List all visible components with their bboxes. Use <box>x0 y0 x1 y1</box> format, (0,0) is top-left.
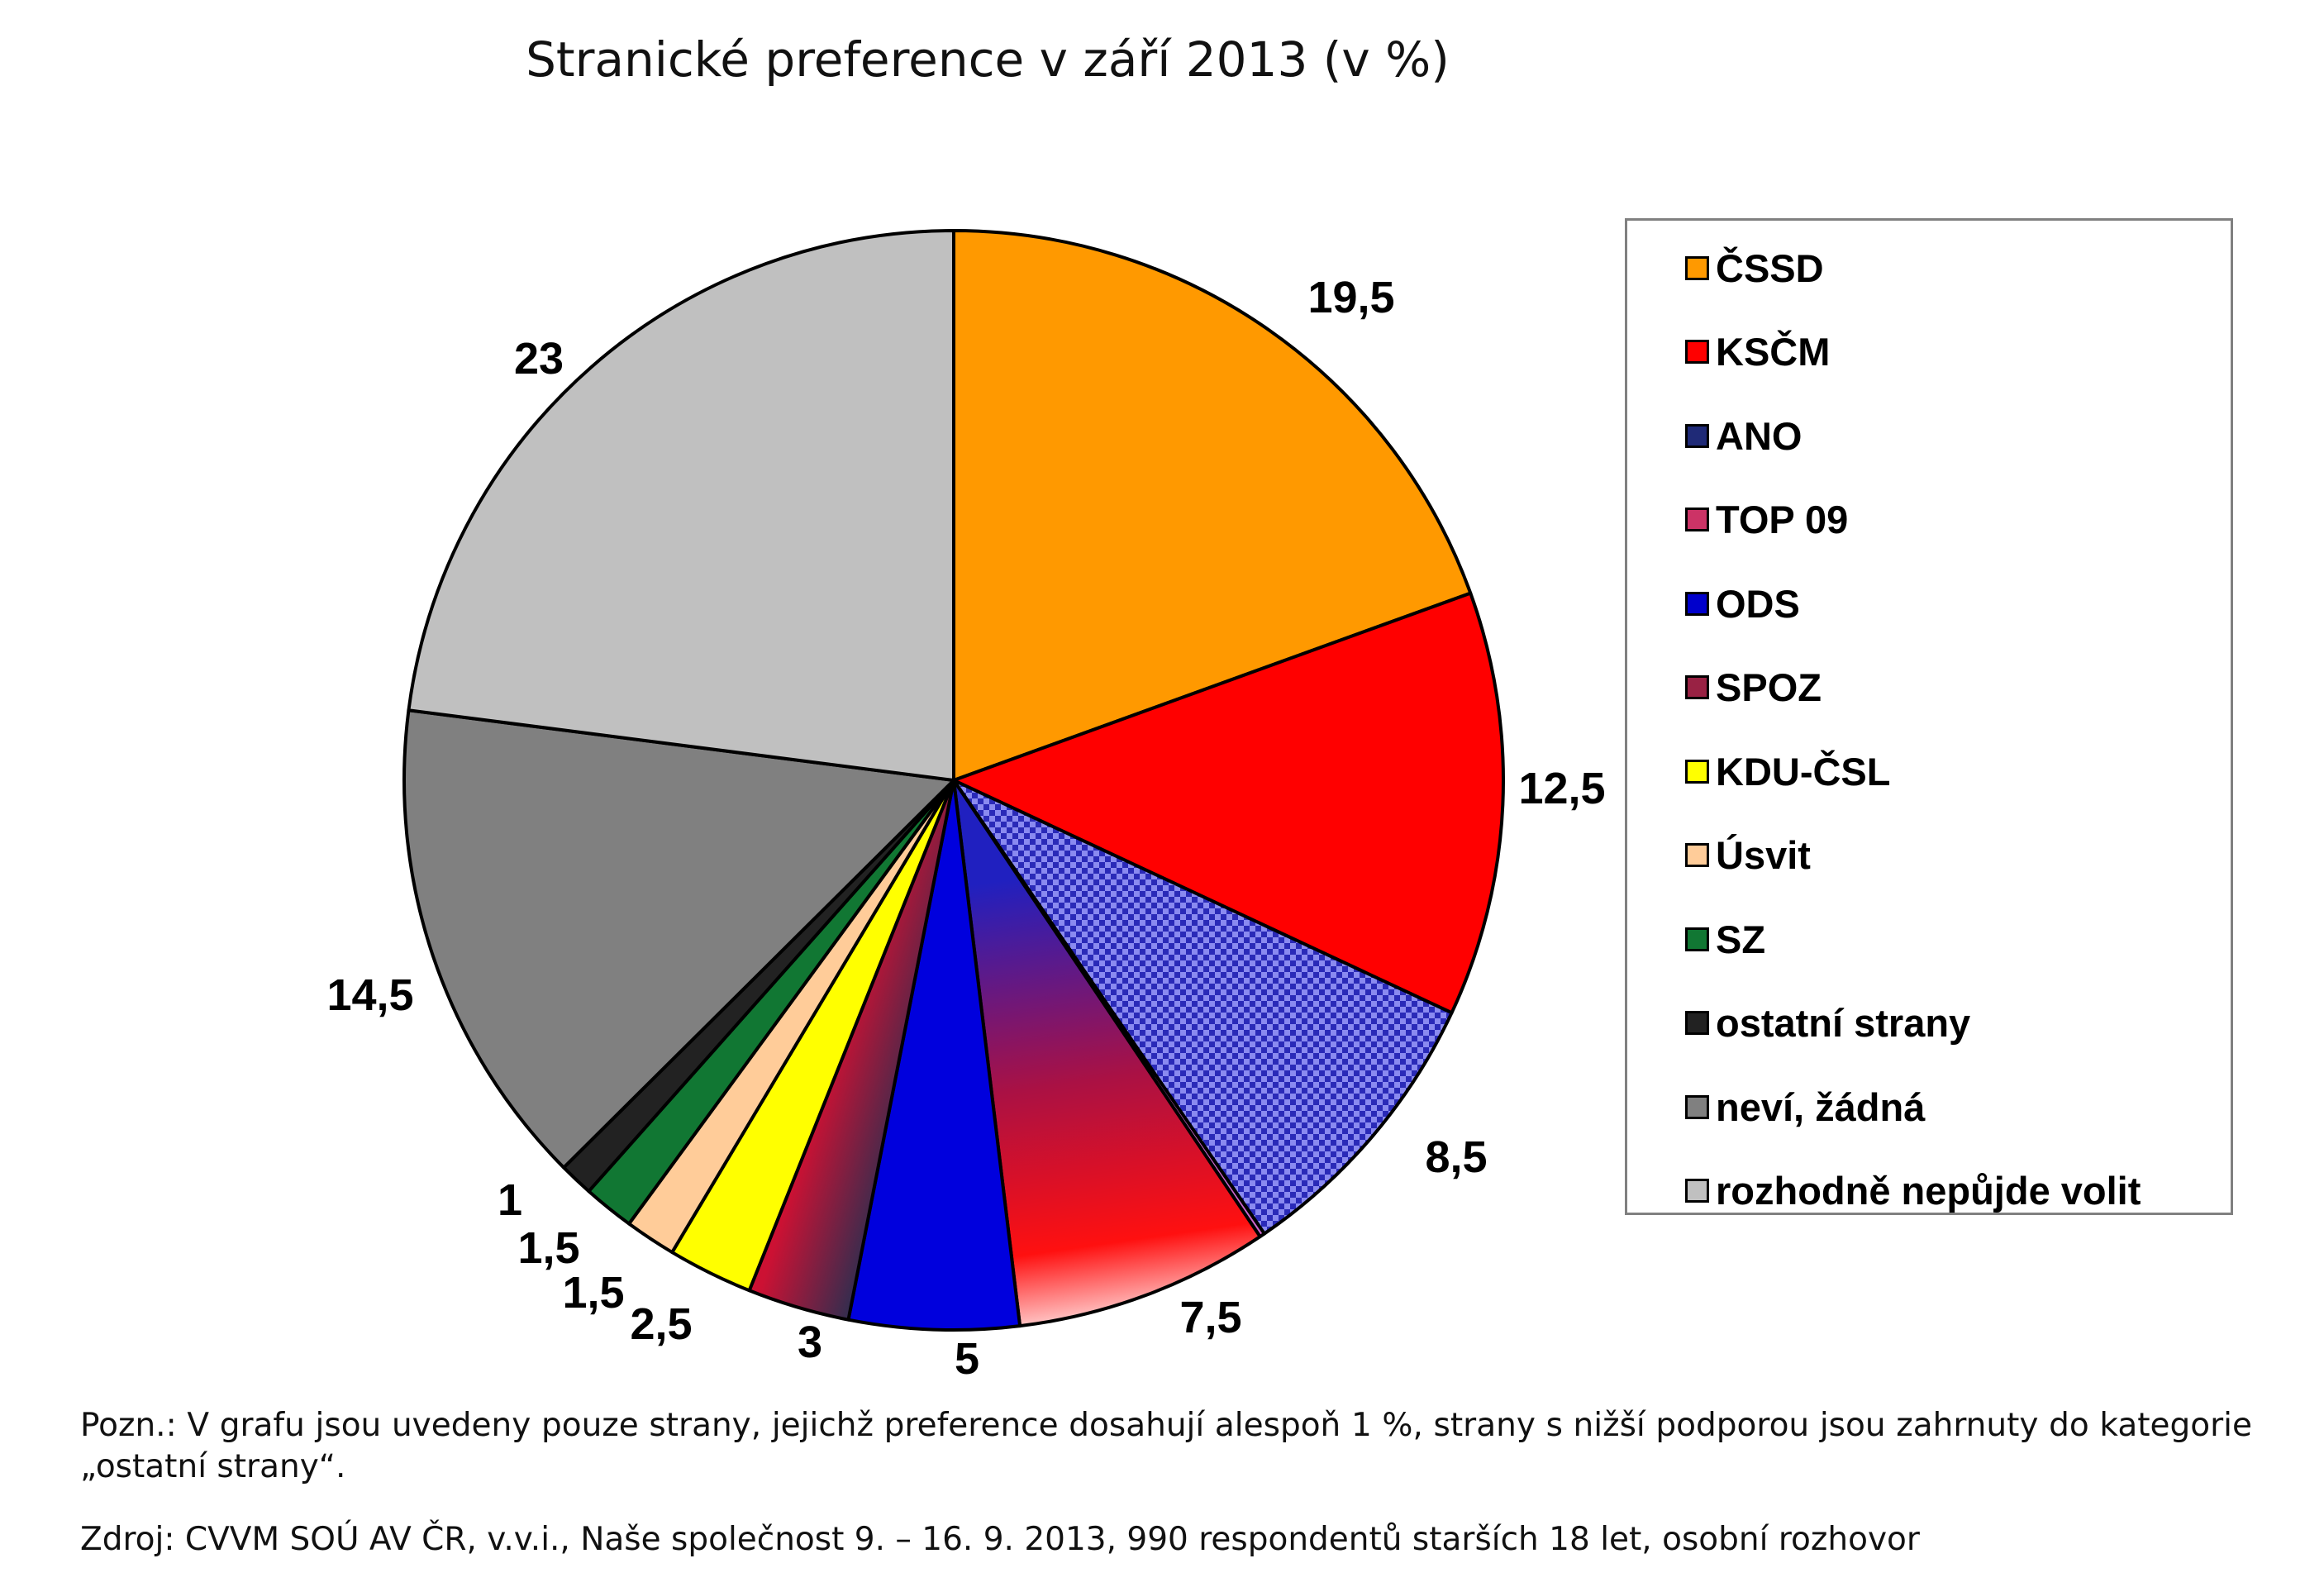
legend-item: ODS <box>1685 574 1800 632</box>
legend-item: ČSSD <box>1685 239 1824 297</box>
legend-swatch <box>1685 591 1709 616</box>
legend-item: SZ <box>1685 910 1765 968</box>
legend-label: KSČM <box>1716 330 1831 374</box>
slice-data-label: 8,5 <box>1425 1132 1487 1182</box>
legend-item: Úsvit <box>1685 827 1811 884</box>
legend: ČSSD KSČM ANO TOP 09 ODS SPOZ KDU-ČSL Úsvit SZ os… <box>1625 218 2233 1215</box>
slice-data-label: 12,5 <box>1518 764 1605 813</box>
legend-swatch <box>1685 843 1709 867</box>
legend-label: KDU-ČSL <box>1716 749 1891 794</box>
legend-swatch <box>1685 508 1709 531</box>
chart-note: Pozn.: V grafu jsou uvedeny pouze strany… <box>80 1407 2252 1485</box>
legend-label: SPOZ <box>1716 665 1822 709</box>
legend-label: TOP 09 <box>1716 498 1849 541</box>
pie-slice <box>952 779 1262 1328</box>
legend-swatch <box>1685 1011 1709 1035</box>
pie-slice <box>846 779 1022 1332</box>
chart-title: Stranické preference v září 2013 (v %) <box>526 31 1450 88</box>
pie-slice <box>952 591 1505 1015</box>
legend-item: neví, žádná <box>1685 1078 1925 1136</box>
legend-item: TOP 09 <box>1685 491 1848 549</box>
pie-slice <box>952 779 1454 1236</box>
pie-slice <box>952 229 1473 782</box>
pie-slice <box>402 708 955 1170</box>
legend-label: ČSSD <box>1716 245 1824 290</box>
legend-item: KSČM <box>1685 323 1830 381</box>
slice-data-label: 1,5 <box>517 1223 579 1273</box>
pie-slice <box>407 229 955 782</box>
legend-label: ostatní strany <box>1716 1001 1971 1045</box>
legend-swatch <box>1685 1179 1709 1203</box>
legend-label: ANO <box>1716 413 1803 458</box>
legend-label: Úsvit <box>1716 833 1811 877</box>
slice-data-label: 2,5 <box>630 1299 692 1349</box>
legend-item: SPOZ <box>1685 659 1822 717</box>
legend-swatch <box>1685 675 1709 699</box>
legend-item: rozhodně nepůjde volit <box>1685 1162 2141 1220</box>
slice-data-label: 14,5 <box>326 970 413 1020</box>
chart-source: Zdroj: CVVM SOÚ AV ČR, v.v.i., Naše spol… <box>80 1521 1920 1558</box>
legend-swatch <box>1685 1094 1709 1119</box>
legend-item: ostatní strany <box>1685 994 1970 1052</box>
slice-data-label: 19,5 <box>1307 273 1394 322</box>
legend-item: KDU-ČSL <box>1685 742 1890 800</box>
slice-data-label: 1,5 <box>562 1268 624 1318</box>
slice-data-label: 5 <box>955 1334 979 1384</box>
legend-label: neví, žádná <box>1716 1084 1926 1129</box>
legend-swatch <box>1685 255 1709 280</box>
slice-data-label: 1 <box>498 1175 522 1225</box>
legend-swatch <box>1685 423 1709 448</box>
legend-swatch <box>1685 759 1709 784</box>
legend-swatch <box>1685 927 1709 951</box>
slice-data-label: 3 <box>798 1318 822 1367</box>
legend-item: ANO <box>1685 407 1802 465</box>
slice-data-label: 23 <box>514 334 564 384</box>
legend-label: rozhodně nepůjde volit <box>1716 1169 2141 1213</box>
legend-swatch <box>1685 340 1709 364</box>
pie-slices <box>402 229 1505 1332</box>
slice-data-label: 7,5 <box>1179 1293 1241 1342</box>
legend-label: ODS <box>1716 581 1800 626</box>
legend-label: SZ <box>1716 917 1766 961</box>
